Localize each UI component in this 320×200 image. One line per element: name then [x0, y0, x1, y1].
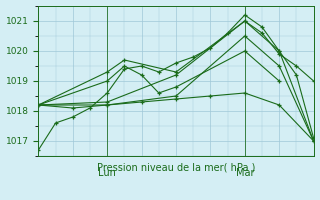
X-axis label: Pression niveau de la mer( hPa ): Pression niveau de la mer( hPa ): [97, 162, 255, 172]
Text: Mar: Mar: [236, 168, 254, 178]
Text: Lun: Lun: [98, 168, 116, 178]
